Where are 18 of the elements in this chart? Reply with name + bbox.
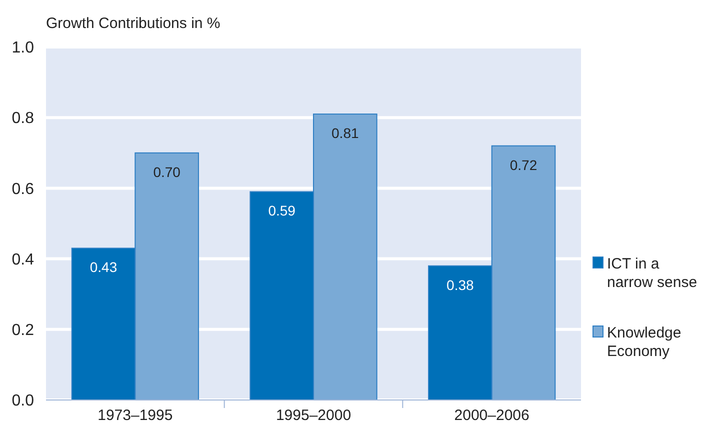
x-tick-label: 1973–1995 bbox=[98, 407, 173, 424]
data-label: 0.59 bbox=[268, 202, 296, 219]
y-tick-label: 0.8 bbox=[12, 110, 34, 128]
x-tick-label: 2000–2006 bbox=[454, 407, 530, 424]
x-tick-label: 1995–2000 bbox=[276, 407, 352, 424]
data-label: 0.38 bbox=[446, 276, 474, 293]
data-label: 0.72 bbox=[510, 156, 538, 173]
y-tick-label: 0.2 bbox=[12, 322, 34, 339]
y-tick-label: 0.6 bbox=[12, 180, 34, 198]
y-tick-label: 0.4 bbox=[12, 251, 34, 268]
chart-title: Growth Contributions in % bbox=[46, 15, 220, 32]
legend-label: Knowledge Economy bbox=[607, 324, 682, 360]
data-label: 0.43 bbox=[90, 259, 118, 276]
y-tick-label: 1.0 bbox=[12, 40, 34, 57]
data-label: 0.70 bbox=[153, 164, 181, 180]
data-label: 0.81 bbox=[332, 125, 359, 142]
y-tick-label: 0.0 bbox=[12, 392, 34, 410]
legend-label: ICT in a narrow sense bbox=[607, 255, 698, 291]
